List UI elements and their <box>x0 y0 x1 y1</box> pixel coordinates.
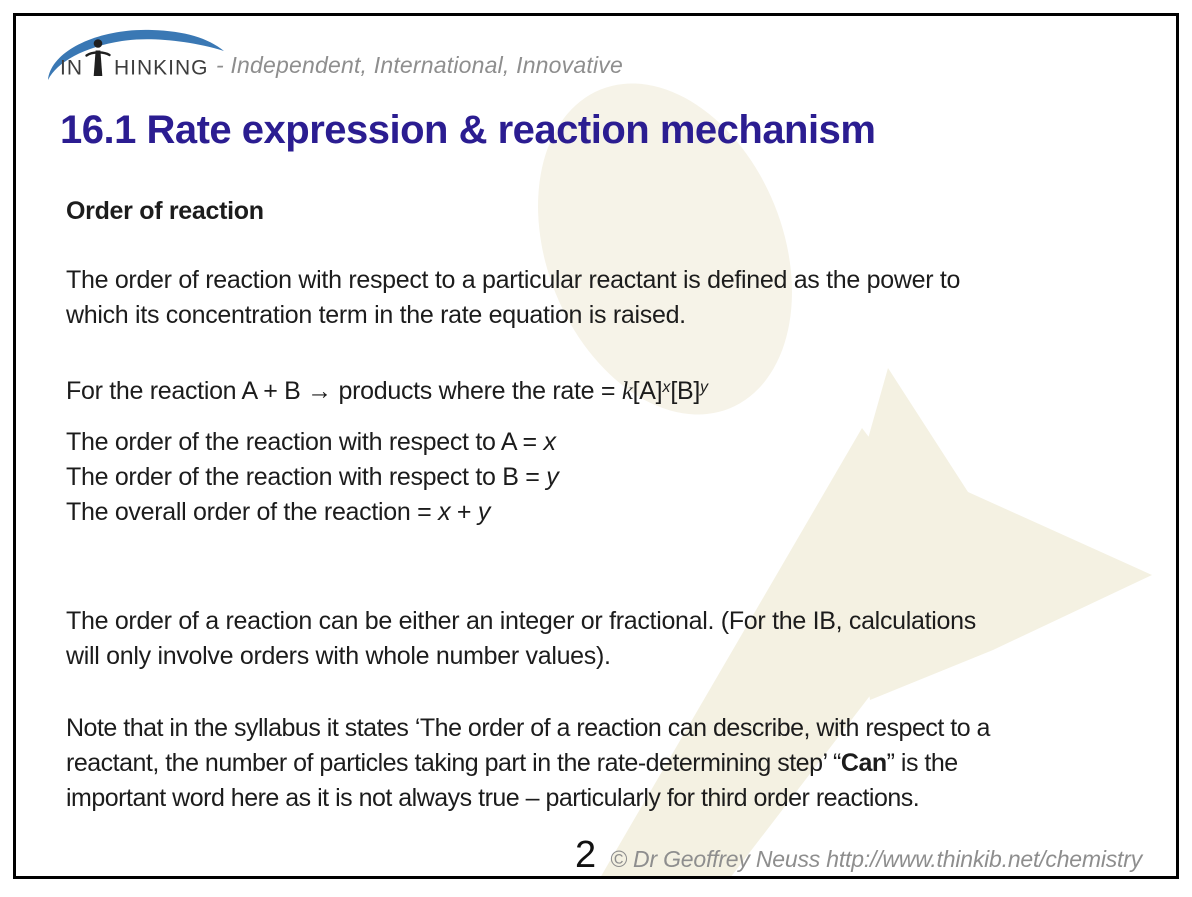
paragraph-line: which its concentration term in the rate… <box>66 301 686 329</box>
equation-exponent-y: y <box>699 379 708 396</box>
order-b-var: y <box>546 463 559 491</box>
paragraph-line: will only involve orders with whole numb… <box>66 642 611 670</box>
background-watermark <box>538 83 1152 876</box>
section-heading: Order of reaction <box>66 194 264 229</box>
rate-equation-line: For the reaction A + B → products where … <box>66 370 708 405</box>
order-overall-plus: + <box>450 498 478 526</box>
page-number: 2 <box>574 834 597 876</box>
order-overall-var2: y <box>477 498 491 526</box>
equation-rate-constant: k <box>621 378 633 405</box>
order-a-text: The order of the reaction with respect t… <box>66 428 544 456</box>
order-with-respect-b: The order of the reaction with respect t… <box>66 460 559 495</box>
order-overall: The overall order of the reaction = x + … <box>66 495 558 530</box>
order-overall-text: The overall order of the reaction = <box>66 498 439 526</box>
paragraph-line: important word here as it is not always … <box>66 784 920 812</box>
paragraph-line: reactant, the number of particles taking… <box>66 746 990 781</box>
brand-text-suffix: HINKING <box>114 57 209 80</box>
paragraph-integer-fractional: The order of a reaction can be either an… <box>66 604 976 674</box>
brand-text-prefix: IN <box>60 57 83 80</box>
swoosh-icon <box>48 29 224 80</box>
equation-exponent-x: x <box>662 379 671 396</box>
equation-prefix: For the reaction A + B → products where … <box>66 377 622 405</box>
order-statements: The order of the reaction with respect t… <box>66 425 559 530</box>
person-icon <box>85 39 111 76</box>
order-with-respect-a: The order of the reaction with respect t… <box>66 425 558 460</box>
equation-bracket-a: [A] <box>632 377 663 405</box>
slide: IN HINKING - Independent, International,… <box>13 13 1179 879</box>
copyright-text: © Dr Geoffrey Neuss http://www.thinkib.n… <box>610 846 1142 872</box>
paragraph-definition: The order of reaction with respect to a … <box>66 263 960 333</box>
paragraph-line: Note that in the syllabus it states ‘The… <box>66 714 990 742</box>
section-heading-text: Order of reaction <box>66 197 264 225</box>
syllabus-line2-bold: Can <box>840 749 887 777</box>
ellipse-watermark-icon <box>538 83 792 415</box>
inthinking-logo: IN HINKING <box>48 29 224 80</box>
syllabus-line2-pre: reactant, the number of particles taking… <box>66 749 841 777</box>
equation-bracket-b: [B] <box>670 377 700 405</box>
order-b-text: The order of the reaction with respect t… <box>66 463 547 491</box>
order-a-var: x <box>543 428 556 456</box>
arrow-watermark-head-icon <box>845 368 1152 700</box>
logo-tagline: - Independent, International, Innovative <box>216 52 623 78</box>
paragraph-line: The order of reaction with respect to a … <box>66 266 961 294</box>
paragraph-line: The order of a reaction can be either an… <box>66 607 976 635</box>
slide-footer: 2 © Dr Geoffrey Neuss http://www.thinkib… <box>574 834 1142 876</box>
page-title: 16.1 Rate expression & reaction mechanis… <box>60 108 876 152</box>
syllabus-line2-post: ” is the <box>886 749 959 777</box>
order-overall-var1: x <box>438 498 451 526</box>
paragraph-syllabus-note: Note that in the syllabus it states ‘The… <box>66 711 990 816</box>
